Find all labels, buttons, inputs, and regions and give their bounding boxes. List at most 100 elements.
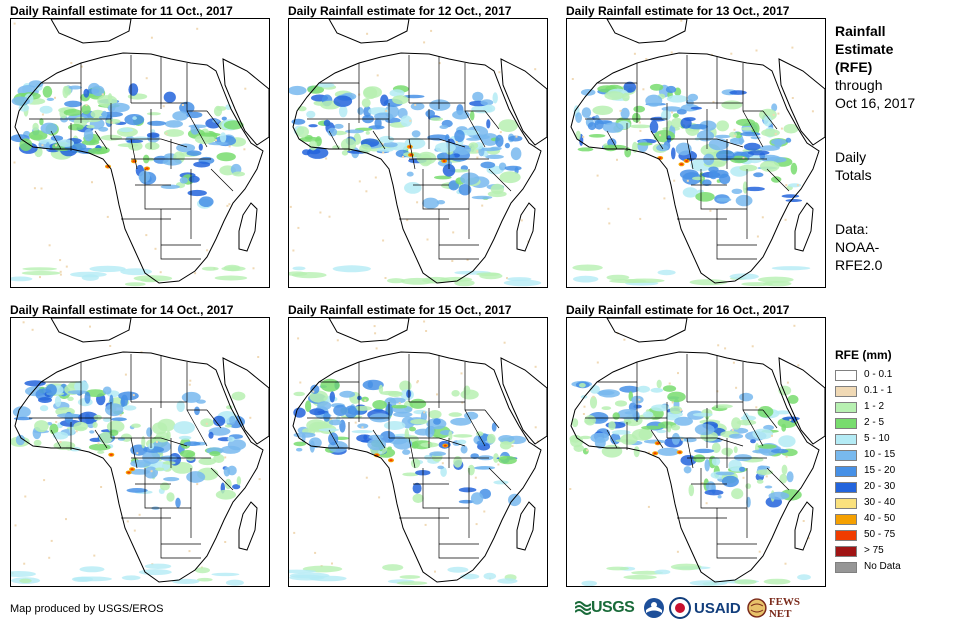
rain-cell — [201, 266, 219, 271]
rain-speck — [206, 249, 209, 252]
rain-cell — [617, 409, 640, 420]
rain-cell — [388, 391, 403, 397]
rain-speck — [735, 386, 738, 389]
rain-cell — [632, 112, 641, 123]
rain-cell — [740, 131, 761, 137]
rain-cell — [194, 406, 200, 416]
rain-speck — [292, 249, 295, 252]
rain-cell — [485, 154, 504, 159]
rain-speck — [364, 399, 367, 402]
rain-cell — [708, 138, 729, 151]
rain-cell — [146, 112, 161, 116]
rain-cell — [28, 130, 48, 141]
rain-cell — [741, 127, 754, 131]
rain-cell — [57, 413, 79, 418]
country-border — [422, 169, 469, 210]
land-shape — [795, 502, 813, 550]
rain-cell — [126, 488, 148, 493]
rain-cell — [434, 175, 452, 180]
legend-title: RFE (mm) — [835, 348, 892, 362]
rain-speck — [381, 143, 384, 146]
rain-speck — [536, 440, 539, 443]
rain-speck — [22, 321, 25, 324]
rain-speck — [793, 324, 796, 327]
legend-swatch — [835, 514, 857, 525]
rain-speck — [13, 161, 16, 164]
rain-speck — [755, 406, 758, 409]
rain-cell — [420, 442, 439, 448]
legend-label: 2 - 5 — [864, 417, 885, 428]
rain-speck — [136, 452, 139, 455]
coastline — [222, 58, 269, 146]
rain-speck — [671, 111, 674, 114]
rain-cell — [601, 406, 612, 410]
rain-speck — [619, 109, 622, 112]
rain-speck — [59, 273, 62, 276]
rain-cell — [480, 99, 494, 106]
rain-cell — [508, 493, 522, 507]
rain-cell — [19, 578, 32, 583]
rain-speck — [786, 381, 789, 384]
country-border — [488, 168, 512, 192]
rain-cell — [186, 150, 202, 156]
africa-rainfall-map — [288, 317, 548, 587]
rain-cell — [208, 427, 231, 436]
country-border — [144, 468, 191, 509]
rain-speck — [765, 475, 768, 478]
rain-cell — [45, 142, 50, 151]
rain-cell — [308, 437, 322, 448]
rainfall-field — [289, 320, 539, 585]
legend-swatch — [835, 562, 857, 573]
rain-cell — [232, 171, 245, 177]
rain-cell — [571, 418, 579, 428]
rainfall-field — [569, 324, 811, 586]
rain-cell — [573, 444, 585, 452]
rain-speck — [378, 496, 381, 499]
rain-cell — [735, 118, 756, 127]
rain-speck — [499, 131, 502, 134]
rain-cell — [422, 197, 439, 209]
rain-cell — [785, 137, 792, 143]
rain-cell — [675, 142, 692, 156]
rain-speck — [677, 372, 679, 375]
rain-cell — [788, 183, 802, 188]
rain-cell — [361, 98, 371, 108]
land-shape — [501, 59, 547, 145]
rain-speck — [319, 211, 322, 214]
country-border — [144, 169, 191, 210]
rain-cell — [667, 424, 672, 433]
rain-speck — [205, 422, 208, 425]
rain-cell — [581, 580, 597, 586]
rain-cell — [91, 85, 105, 97]
rain-cell — [454, 129, 465, 143]
rain-cell — [778, 435, 796, 448]
coastline — [794, 501, 814, 551]
rain-speck — [366, 32, 369, 35]
info-data-source2: RFE2.0 — [835, 257, 883, 273]
rain-cell — [665, 85, 677, 94]
rain-speck — [59, 270, 62, 273]
rain-cell — [671, 432, 680, 445]
panel-title: Daily Rainfall estimate for 12 Oct., 201… — [288, 4, 512, 18]
rain-speck — [639, 129, 642, 132]
rain-speck — [55, 144, 58, 147]
rain-cell — [594, 436, 606, 449]
rain-cell — [63, 109, 82, 116]
rain-cell — [480, 161, 496, 169]
rain-speck — [194, 272, 197, 275]
rain-cell — [108, 102, 130, 113]
rain-cell — [581, 107, 592, 118]
rain-cell — [211, 572, 240, 577]
rain-cell — [83, 128, 94, 142]
legend-swatch — [835, 450, 857, 461]
coastline — [570, 351, 820, 583]
legend-item: No Data — [835, 560, 965, 576]
rain-speck — [717, 344, 720, 347]
info-data-source1: NOAA- — [835, 239, 880, 255]
rain-cell — [128, 83, 139, 96]
rain-speck — [416, 381, 419, 384]
rain-speck — [639, 217, 642, 220]
coastline — [570, 52, 820, 284]
rain-cell — [179, 177, 188, 184]
rain-speck — [41, 144, 44, 147]
